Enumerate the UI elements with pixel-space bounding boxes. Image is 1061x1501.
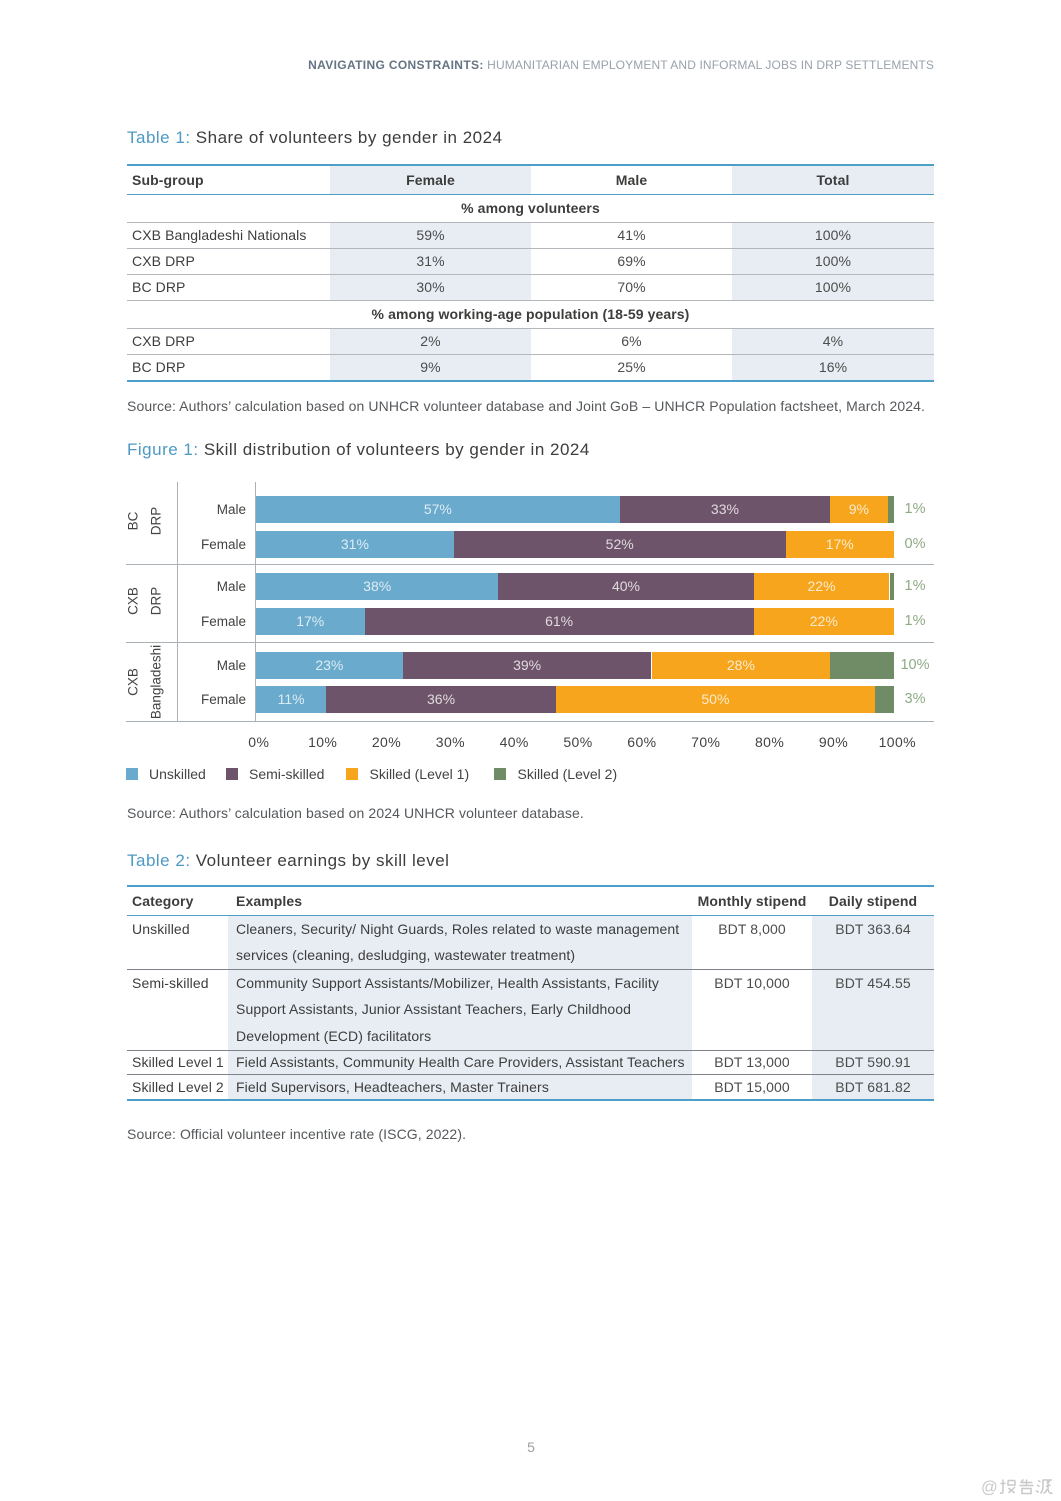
svg-text:@: @ [981,1479,998,1497]
